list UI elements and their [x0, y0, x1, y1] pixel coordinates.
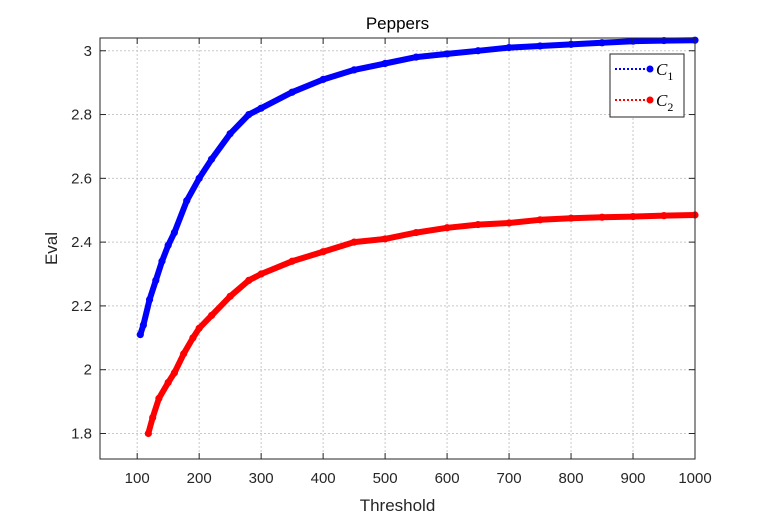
data-point: [598, 213, 606, 221]
y-tick-label: 2.8: [71, 107, 92, 124]
y-tick-label: 1.8: [71, 425, 92, 442]
data-point: [183, 197, 191, 205]
data-point: [443, 50, 451, 58]
data-point: [180, 350, 188, 358]
legend-entry-c1: C1: [615, 60, 673, 83]
data-point: [288, 257, 296, 265]
data-point: [505, 219, 513, 227]
data-point: [155, 394, 163, 403]
x-tick-label: 100: [125, 470, 150, 487]
y-tick-label: 2: [84, 362, 92, 379]
x-tick-label: 500: [373, 470, 398, 487]
grid-lines: [100, 38, 696, 459]
data-point: [536, 42, 544, 50]
x-axis: 100 200 300 400 500 600 700 800 900 1000: [125, 38, 712, 487]
x-tick-label: 900: [621, 470, 646, 487]
legend-swatch-marker: [646, 96, 654, 104]
data-point: [443, 224, 451, 232]
data-point: [257, 104, 265, 112]
data-point: [660, 212, 668, 220]
data-point: [158, 257, 166, 265]
y-axis: 1.8 2 2.2 2.4 2.6 2.8 3: [71, 43, 695, 442]
data-point: [350, 238, 358, 246]
data-point: [381, 59, 389, 68]
data-point: [207, 311, 216, 320]
x-tick-label: 800: [559, 470, 584, 487]
x-tick-label: 400: [311, 470, 336, 487]
data-point: [195, 174, 203, 182]
data-point: [139, 321, 147, 329]
data-point: [257, 270, 265, 278]
data-point: [598, 39, 606, 47]
data-point: [245, 276, 253, 284]
legend-swatch-marker: [646, 65, 654, 73]
data-point: [207, 155, 216, 163]
data-point: [660, 36, 668, 45]
data-point: [164, 241, 172, 249]
legend-label: C2: [656, 91, 673, 114]
data-point: [412, 53, 420, 61]
data-point: [149, 413, 157, 422]
series-layer: [136, 36, 699, 438]
x-tick-label: 600: [435, 470, 460, 487]
data-point: [412, 228, 420, 237]
data-point: [145, 295, 154, 304]
data-point: [381, 235, 389, 243]
x-tick-label: 700: [497, 470, 522, 487]
axes-box: [99, 37, 696, 460]
x-tick-label: 300: [249, 470, 274, 487]
data-point: [195, 324, 203, 332]
series-c2: [144, 211, 699, 438]
data-point: [567, 214, 575, 222]
legend-entry-c2: C2: [615, 91, 673, 114]
data-point: [226, 292, 234, 300]
data-point: [319, 75, 327, 84]
data-point: [505, 43, 513, 52]
data-point: [164, 378, 172, 387]
data-point: [629, 213, 637, 221]
legend-label: C1: [656, 60, 673, 83]
data-point: [226, 130, 234, 138]
data-point: [136, 331, 144, 339]
plot-area: [100, 38, 695, 459]
y-tick-label: 2.6: [71, 170, 92, 187]
y-tick-label: 2.2: [71, 298, 92, 315]
y-axis-title: Eval: [42, 232, 61, 265]
chart-title: Peppers: [366, 14, 429, 33]
y-tick-label: 3: [84, 43, 92, 60]
data-point: [474, 220, 482, 229]
data-point: [152, 276, 160, 284]
data-point: [350, 66, 358, 74]
legend-box: [609, 53, 685, 118]
x-tick-label: 1000: [678, 470, 711, 487]
x-axis-title: Threshold: [360, 496, 436, 515]
data-point: [319, 248, 327, 256]
data-point: [144, 429, 152, 438]
x-tick-label: 200: [187, 470, 212, 487]
data-point: [567, 40, 575, 48]
data-point: [170, 369, 178, 377]
data-point: [536, 216, 544, 224]
data-point: [474, 47, 482, 55]
data-point: [288, 88, 296, 96]
series-c1: [136, 36, 699, 339]
data-point: [170, 228, 178, 237]
data-point: [189, 334, 197, 342]
y-tick-label: 2.4: [71, 234, 92, 251]
data-point: [245, 110, 253, 119]
